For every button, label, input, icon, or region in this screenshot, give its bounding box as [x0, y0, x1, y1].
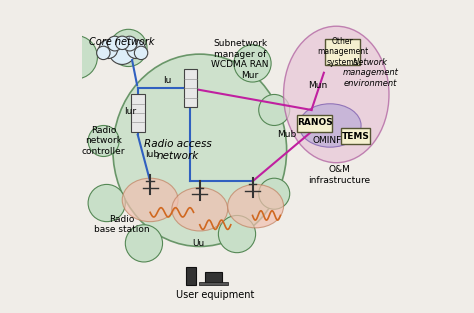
Circle shape: [116, 36, 129, 49]
Circle shape: [219, 215, 255, 253]
Circle shape: [134, 46, 148, 59]
FancyBboxPatch shape: [326, 38, 360, 65]
Circle shape: [125, 225, 163, 262]
Text: Network
management
environment: Network management environment: [342, 58, 398, 88]
FancyBboxPatch shape: [298, 115, 332, 132]
Text: Iub: Iub: [145, 151, 159, 159]
Ellipse shape: [113, 54, 287, 246]
Circle shape: [108, 36, 122, 51]
Text: Radio
network
controller: Radio network controller: [82, 126, 125, 156]
Circle shape: [97, 46, 110, 59]
Text: Mun: Mun: [308, 81, 327, 90]
Circle shape: [122, 36, 137, 51]
Text: Uu: Uu: [192, 239, 204, 248]
Text: Mur: Mur: [241, 71, 258, 80]
Text: Radio
base station: Radio base station: [94, 215, 150, 234]
FancyBboxPatch shape: [183, 69, 197, 107]
Circle shape: [109, 38, 136, 64]
Text: Core network: Core network: [90, 37, 155, 47]
Circle shape: [110, 29, 147, 67]
Ellipse shape: [172, 187, 228, 231]
Ellipse shape: [228, 184, 283, 228]
Text: Mub: Mub: [277, 130, 296, 139]
Circle shape: [99, 40, 118, 59]
Circle shape: [259, 178, 290, 209]
Ellipse shape: [283, 26, 389, 163]
Text: Radio access
network: Radio access network: [144, 140, 212, 161]
FancyBboxPatch shape: [205, 272, 222, 284]
FancyBboxPatch shape: [200, 281, 228, 285]
Text: Iur: Iur: [124, 107, 136, 116]
Ellipse shape: [299, 104, 361, 147]
Circle shape: [127, 40, 146, 59]
Text: OMINF: OMINF: [312, 136, 342, 146]
FancyBboxPatch shape: [341, 128, 370, 144]
FancyBboxPatch shape: [131, 94, 145, 132]
Text: O&M
infrastructure: O&M infrastructure: [308, 165, 371, 185]
Text: User equipment: User equipment: [176, 290, 255, 300]
FancyBboxPatch shape: [186, 267, 196, 285]
Ellipse shape: [122, 178, 178, 222]
Text: TEMS: TEMS: [342, 131, 369, 141]
Circle shape: [54, 35, 97, 79]
Text: RANOS: RANOS: [297, 119, 332, 127]
Circle shape: [234, 45, 271, 82]
Text: Subnetwork
manager of
WCDMA RAN: Subnetwork manager of WCDMA RAN: [211, 39, 269, 69]
Text: Iu: Iu: [163, 76, 172, 85]
Circle shape: [88, 126, 119, 156]
Circle shape: [259, 95, 290, 126]
Circle shape: [88, 184, 125, 222]
Text: Other
management
systems: Other management systems: [317, 37, 368, 67]
